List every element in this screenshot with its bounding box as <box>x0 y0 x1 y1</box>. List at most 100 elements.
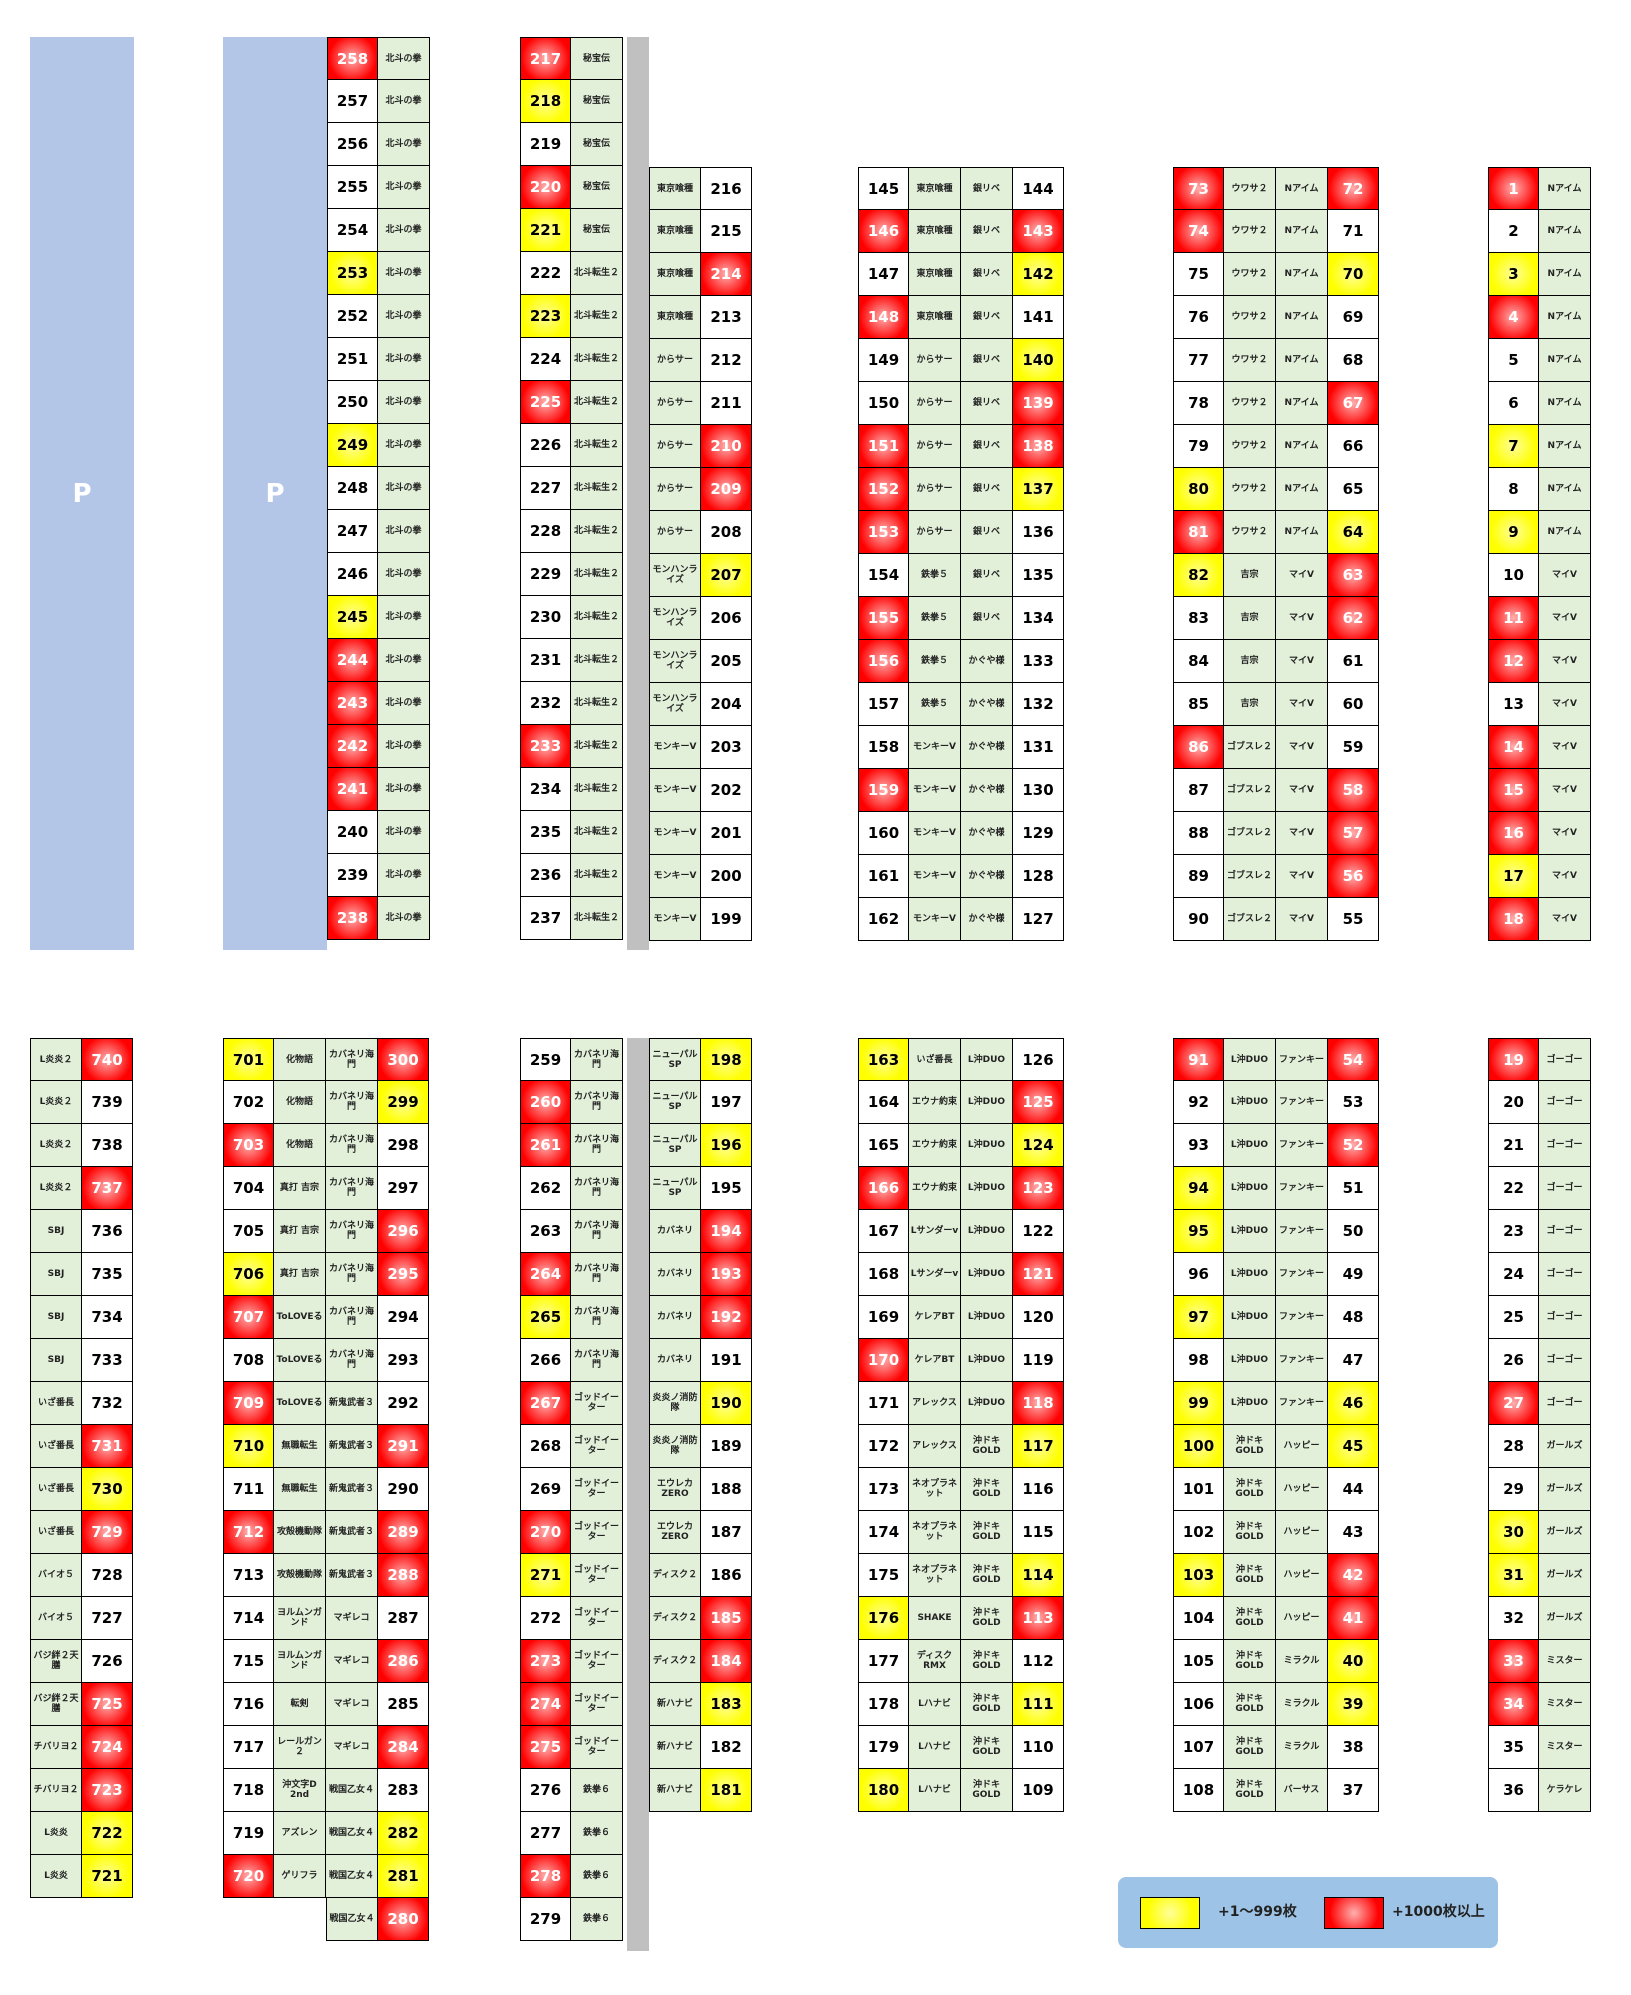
machine-name-cell: ゴーゴー <box>1539 1081 1591 1124</box>
machine-number-cell: 179 <box>858 1726 909 1769</box>
machine-number-cell: 217 <box>520 37 571 80</box>
machine-row: 22 ゴーゴー <box>1488 1167 1591 1210</box>
machine-name-cell: ウワサ２ <box>1224 210 1276 253</box>
machine-number-cell: 191 <box>701 1339 752 1382</box>
machine-number-cell: 273 <box>520 1640 571 1683</box>
machine-name-cell: L沖DUO <box>961 1253 1013 1296</box>
machine-row: 180 Lハナビ 沖ドキGOLD 109 <box>858 1769 1064 1812</box>
machine-name-cell: Nアイム <box>1539 382 1591 425</box>
machine-row: SBJ 734 <box>30 1296 133 1339</box>
machine-number-cell: 231 <box>520 639 571 682</box>
machine-name-cell: L炎炎 <box>30 1812 82 1855</box>
machine-number-cell: 168 <box>858 1253 909 1296</box>
machine-name-cell: 転剣 <box>274 1683 326 1726</box>
machine-name-cell: 沖ドキGOLD <box>1224 1683 1276 1726</box>
machine-name-cell: エウナ約束 <box>909 1081 961 1124</box>
machine-number-cell: 736 <box>82 1210 133 1253</box>
machine-number-cell: 269 <box>520 1468 571 1511</box>
machine-number-cell: 701 <box>223 1038 274 1081</box>
machine-name-cell: マイV <box>1276 640 1328 683</box>
machine-row: 708 ToLOVEる カバネリ海門 293 <box>223 1339 429 1382</box>
machine-number-cell: 118 <box>1013 1382 1064 1425</box>
machine-row: 107 沖ドキGOLD ミラクル 38 <box>1173 1726 1379 1769</box>
machine-row: 224 北斗転生２ <box>520 338 623 381</box>
machine-number-cell: 18 <box>1488 898 1539 941</box>
machine-row: 11 マイV <box>1488 597 1591 640</box>
machine-row: 94 L沖DUO ファンキー 51 <box>1173 1167 1379 1210</box>
machine-row: 702 化物語 カバネリ海門 299 <box>223 1081 429 1124</box>
machine-number-cell: 7 <box>1488 425 1539 468</box>
machine-number-cell: 241 <box>327 768 378 811</box>
machine-name-cell: 沖ドキGOLD <box>1224 1425 1276 1468</box>
machine-name-cell: ディスクRMX <box>909 1640 961 1683</box>
machine-number-cell: 732 <box>82 1382 133 1425</box>
machine-number-cell: 99 <box>1173 1382 1224 1425</box>
machine-name-cell: Nアイム <box>1539 296 1591 339</box>
machine-number-cell: 267 <box>520 1382 571 1425</box>
machine-number-cell: 14 <box>1488 726 1539 769</box>
machine-name-cell: いざ番長 <box>30 1425 82 1468</box>
machine-number-cell: 91 <box>1173 1038 1224 1081</box>
machine-row: 77 ウワサ２ Nアイム 68 <box>1173 339 1379 382</box>
machine-row: 20 ゴーゴー <box>1488 1081 1591 1124</box>
machine-number-cell: 133 <box>1013 640 1064 683</box>
machine-name-cell: カバネリ海門 <box>571 1081 623 1124</box>
machine-name-cell: 北斗転生２ <box>571 338 623 381</box>
machine-name-cell: 北斗転生２ <box>571 682 623 725</box>
machine-name-cell: 銀リベ <box>961 253 1013 296</box>
machine-name-cell: マギレコ <box>326 1683 378 1726</box>
machine-name-cell: かぐや様 <box>961 640 1013 683</box>
machine-number-cell: 198 <box>701 1038 752 1081</box>
machine-number-cell: 286 <box>378 1640 429 1683</box>
machine-name-cell: ゴッドイーター <box>571 1683 623 1726</box>
machine-number-cell: 298 <box>378 1124 429 1167</box>
machine-name-cell: Nアイム <box>1276 468 1328 511</box>
machine-number-cell: 227 <box>520 467 571 510</box>
machine-name-cell: からサー <box>649 382 701 425</box>
machine-name-cell: 北斗転生２ <box>571 553 623 596</box>
machine-row: 152 からサー 銀リベ 137 <box>858 468 1064 511</box>
machine-number-cell: 708 <box>223 1339 274 1382</box>
machine-name-cell: ファンキー <box>1276 1167 1328 1210</box>
machine-row: 25 ゴーゴー <box>1488 1296 1591 1339</box>
machine-name-cell: ファンキー <box>1276 1339 1328 1382</box>
machine-name-cell: L沖DUO <box>1224 1382 1276 1425</box>
machine-name-cell: Nアイム <box>1539 468 1591 511</box>
machine-number-cell: 270 <box>520 1511 571 1554</box>
machine-name-cell: マイV <box>1539 726 1591 769</box>
machine-number-cell: 121 <box>1013 1253 1064 1296</box>
machine-row: 6 Nアイム <box>1488 382 1591 425</box>
machine-row: 240 北斗の拳 <box>327 811 430 854</box>
machine-row: 16 マイV <box>1488 812 1591 855</box>
machine-name-cell: ハッピー <box>1276 1468 1328 1511</box>
machine-row: ニューパルSP 195 <box>649 1167 752 1210</box>
machine-number-cell: 8 <box>1488 468 1539 511</box>
machine-name-cell: SBJ <box>30 1339 82 1382</box>
machine-name-cell: からサー <box>909 468 961 511</box>
machine-row: 30 ガールズ <box>1488 1511 1591 1554</box>
machine-number-cell: 206 <box>701 597 752 640</box>
machine-name-cell: 沖ドキGOLD <box>961 1726 1013 1769</box>
machine-row: 101 沖ドキGOLD ハッピー 44 <box>1173 1468 1379 1511</box>
machine-row: 276 鉄拳６ <box>520 1769 623 1812</box>
machine-name-cell: Lハナビ <box>909 1683 961 1726</box>
machine-row: 17 マイV <box>1488 855 1591 898</box>
machine-name-cell: マイV <box>1539 640 1591 683</box>
machine-number-cell: 131 <box>1013 726 1064 769</box>
machine-number-cell: 262 <box>520 1167 571 1210</box>
machine-number-cell: 43 <box>1328 1511 1379 1554</box>
machine-number-cell: 147 <box>858 253 909 296</box>
machine-row: 151 からサー 銀リベ 138 <box>858 425 1064 468</box>
machine-row: 炎炎ノ消防隊 189 <box>649 1425 752 1468</box>
machine-name-cell: マイV <box>1539 554 1591 597</box>
machine-name-cell: 北斗の拳 <box>378 37 430 80</box>
machine-number-cell: 73 <box>1173 167 1224 210</box>
machine-row: 158 モンキーV かぐや様 131 <box>858 726 1064 769</box>
machine-row: 242 北斗の拳 <box>327 725 430 768</box>
machine-row: ニューパルSP 198 <box>649 1038 752 1081</box>
machine-row: 153 からサー 銀リベ 136 <box>858 511 1064 554</box>
machine-name-cell: モンキーV <box>649 898 701 941</box>
machine-number-cell: 58 <box>1328 769 1379 812</box>
machine-name-cell: マイV <box>1539 855 1591 898</box>
machine-row: 167 Lサンダーv L沖DUO 122 <box>858 1210 1064 1253</box>
